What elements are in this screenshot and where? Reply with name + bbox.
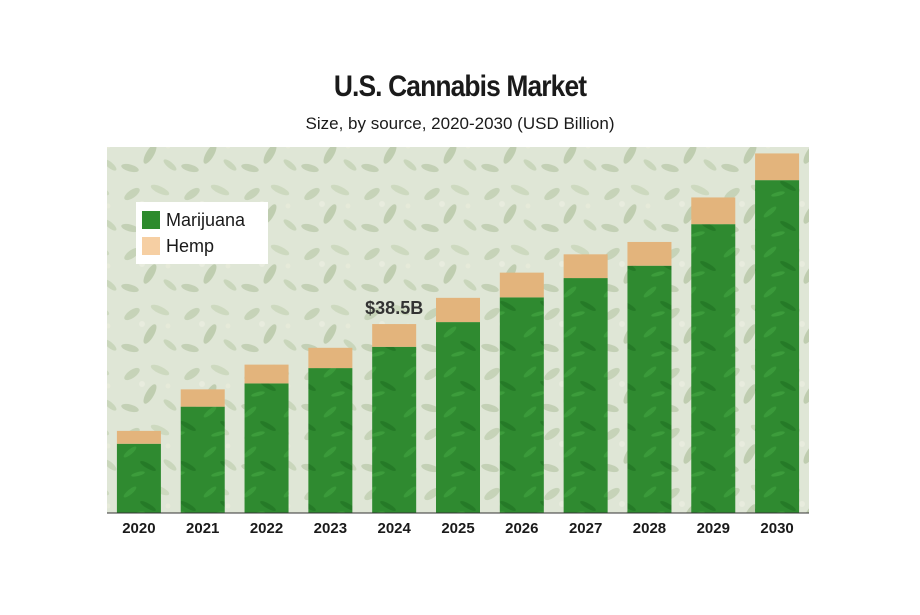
bar-hemp-2028 — [627, 241, 672, 266]
x-tick-label-2025: 2025 — [441, 520, 474, 537]
bar-marijuana-2028 — [627, 265, 672, 513]
bar-hemp-2030 — [755, 153, 800, 181]
legend-swatch-hemp — [142, 237, 160, 255]
bar-marijuana-2029 — [691, 224, 736, 514]
bar-marijuana-2024 — [372, 346, 417, 513]
x-tick-label-2026: 2026 — [505, 520, 538, 537]
x-tick-label-2030: 2030 — [760, 520, 793, 537]
bar-hemp-2020 — [116, 430, 161, 444]
x-tick-label-2020: 2020 — [122, 520, 155, 537]
annotation-label: $38.5B — [365, 298, 423, 318]
bar-hemp-2021 — [180, 389, 225, 407]
bar-hemp-2024 — [372, 324, 417, 347]
bar-marijuana-2025 — [436, 322, 480, 513]
x-tick-label-2027: 2027 — [569, 520, 602, 537]
legend-swatch-marijuana — [142, 211, 160, 229]
bar-hemp-2025 — [436, 297, 480, 323]
x-tick-label-2021: 2021 — [186, 520, 219, 537]
x-tick-label-2022: 2022 — [250, 520, 283, 537]
chart-title: U.S. Cannabis Market — [333, 70, 587, 103]
legend-item-marijuana: Marijuana — [142, 210, 245, 230]
bar-marijuana-2021 — [180, 406, 225, 513]
legend: Marijuana Hemp — [136, 202, 268, 264]
legend-label-marijuana: Marijuana — [166, 209, 246, 230]
bar-hemp-2026 — [499, 272, 544, 298]
bar-marijuana-2022 — [244, 383, 289, 513]
x-tick-label-2024: 2024 — [377, 520, 411, 537]
legend-label-hemp: Hemp — [166, 235, 215, 256]
x-tick-label-2028: 2028 — [633, 520, 666, 537]
bar-marijuana-2020 — [116, 443, 161, 513]
legend-item-hemp: Hemp — [142, 236, 214, 256]
bar-marijuana-2026 — [499, 297, 544, 513]
bar-marijuana-2030 — [755, 180, 800, 514]
bar-marijuana-2027 — [563, 278, 608, 513]
bar-hemp-2022 — [244, 364, 289, 384]
x-tick-label-2029: 2029 — [697, 520, 730, 537]
chart-subtitle: Size, by source, 2020-2030 (USD Billion) — [305, 114, 615, 133]
bar-marijuana-2023 — [308, 368, 353, 513]
bar-hemp-2027 — [563, 254, 608, 279]
bar-hemp-2023 — [308, 347, 353, 369]
x-tick-label-2023: 2023 — [314, 520, 347, 537]
bar-hemp-2029 — [691, 197, 736, 225]
